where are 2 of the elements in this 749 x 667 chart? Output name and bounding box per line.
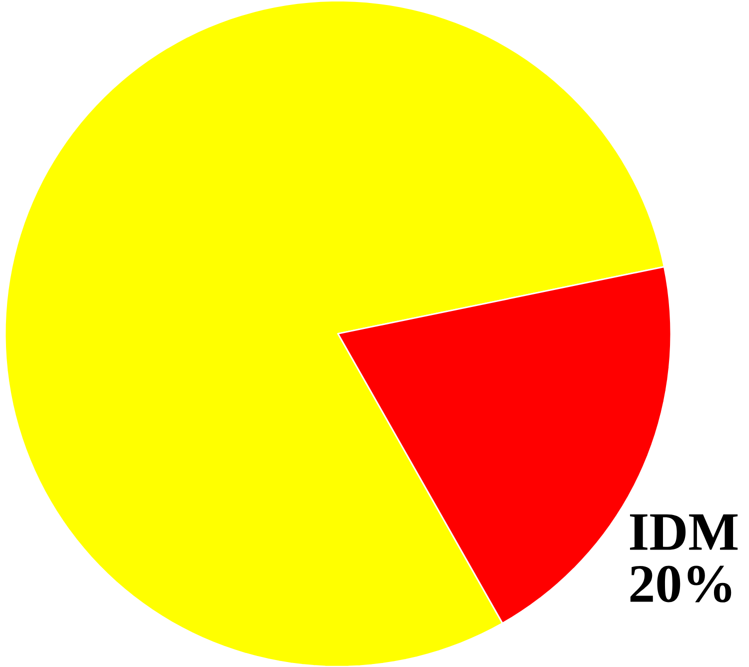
data-label: 20%: [630, 566, 732, 602]
slice-label: IDM: [630, 514, 738, 550]
